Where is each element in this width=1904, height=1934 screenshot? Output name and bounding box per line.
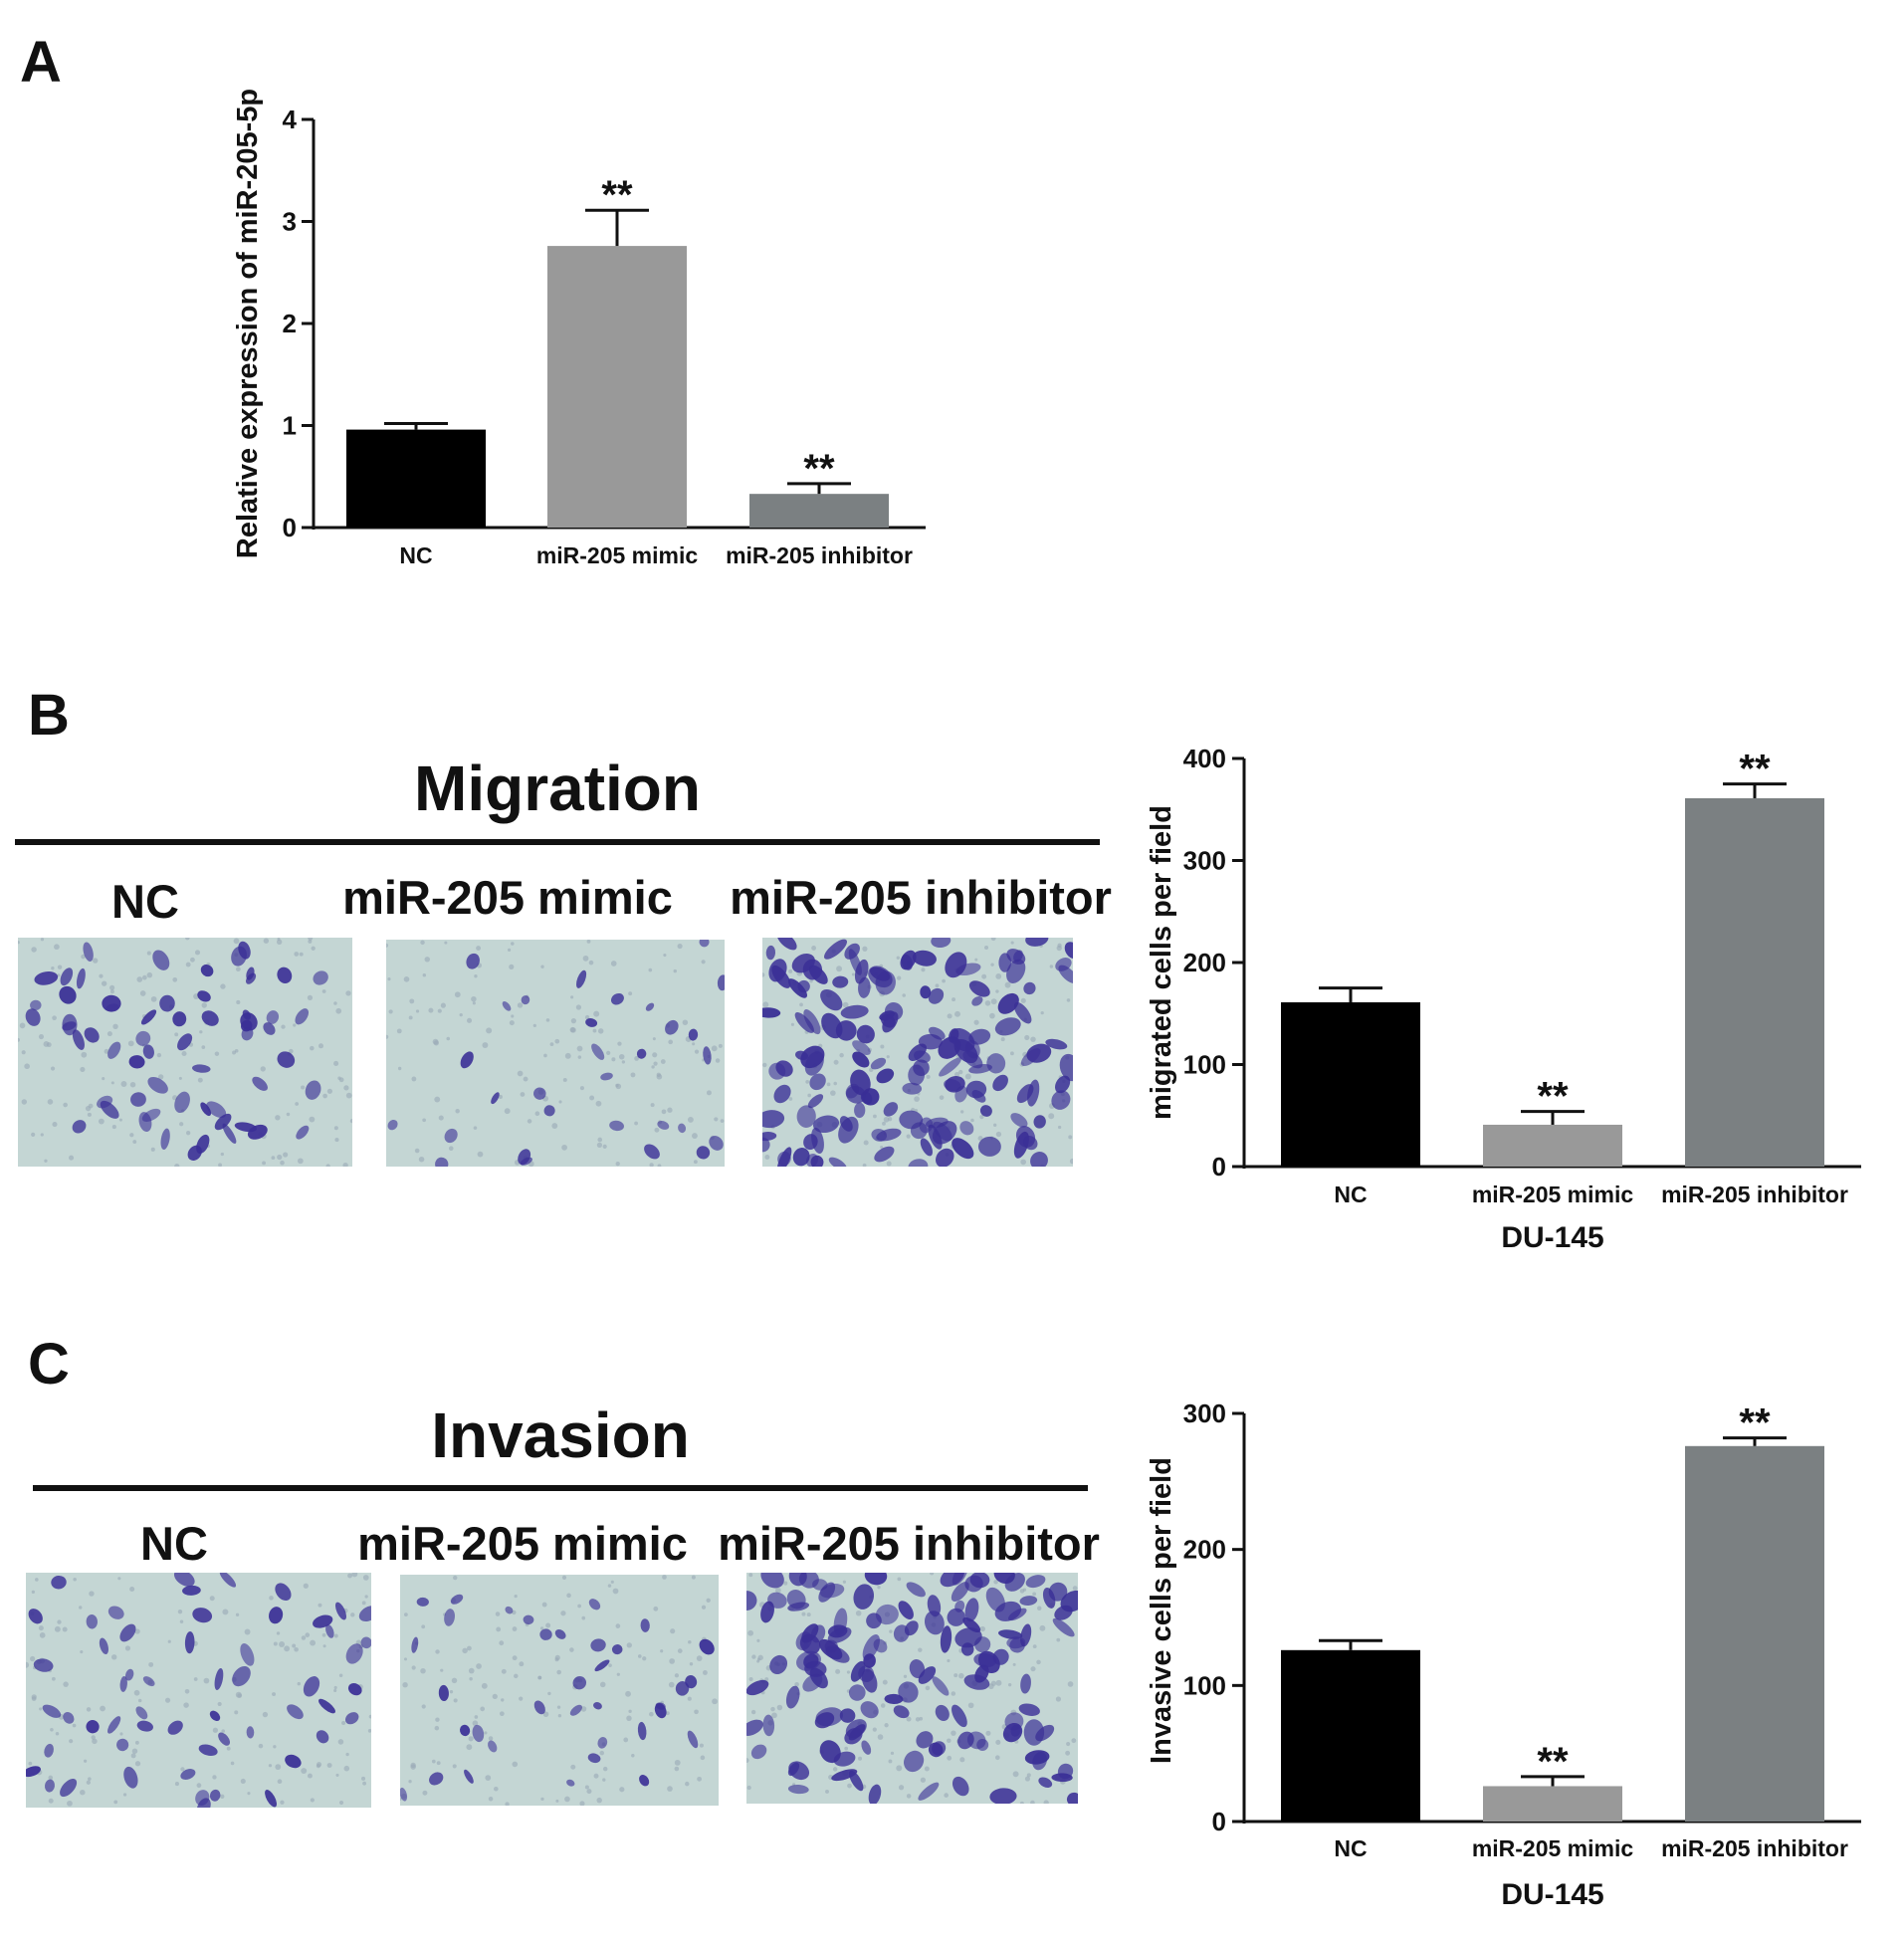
y-tick-label: 400	[1183, 744, 1226, 773]
significance-label: **	[601, 173, 633, 217]
y-tick-label: 3	[283, 207, 297, 237]
significance-label: **	[1537, 1075, 1569, 1119]
y-tick-label: 0	[1212, 1152, 1226, 1182]
y-tick-label: 1	[283, 411, 297, 441]
bar	[346, 429, 486, 528]
y-tick-label: 4	[283, 105, 298, 134]
category-label: miR-205 mimic	[536, 542, 699, 568]
bar	[749, 494, 889, 528]
category-label: miR-205 mimic	[1472, 1182, 1634, 1207]
category-label: miR-205 inhibitor	[1661, 1182, 1848, 1207]
panel-c-letter: C	[28, 1332, 70, 1397]
micrograph-texture	[386, 940, 725, 1167]
bar	[1685, 797, 1824, 1167]
significance-label: **	[803, 447, 835, 491]
y-tick-label: 0	[283, 513, 297, 542]
migration-micrograph-inhibitor	[762, 938, 1073, 1167]
category-label: NC	[1334, 1835, 1367, 1861]
category-label: NC	[399, 542, 432, 568]
category-label: NC	[1334, 1182, 1367, 1207]
category-label: miR-205 mimic	[1472, 1835, 1634, 1861]
panel-a-letter: A	[20, 30, 62, 95]
invasion-label-inhibitor: miR-205 inhibitor	[718, 1517, 1100, 1570]
invasion-micrograph-nc	[26, 1573, 371, 1808]
migration-label-mimic: miR-205 mimic	[342, 871, 673, 924]
invasion-micrograph-mimic	[400, 1575, 719, 1806]
bar	[1483, 1124, 1622, 1167]
micrograph-texture	[26, 1573, 371, 1808]
migration-micrograph-mimic	[386, 940, 725, 1167]
invasion-micrograph-inhibitor	[746, 1573, 1078, 1804]
bar	[1685, 1445, 1824, 1822]
migration-rule	[15, 839, 1100, 845]
micrograph-texture	[18, 938, 352, 1167]
y-tick-label: 100	[1183, 1670, 1226, 1700]
significance-label: **	[1739, 748, 1771, 791]
y-tick-label: 100	[1183, 1050, 1226, 1080]
y-axis-label: migrated cells per field	[1146, 805, 1177, 1120]
panel-b-letter: B	[28, 683, 70, 748]
migration-micrograph-nc	[18, 938, 352, 1167]
bar	[1281, 1001, 1420, 1167]
y-tick-label: 300	[1183, 846, 1226, 876]
invasion-label-nc: NC	[140, 1517, 208, 1570]
micrograph-texture	[400, 1575, 718, 1806]
x-axis-label: DU-145	[1501, 1878, 1603, 1911]
category-label: miR-205 inhibitor	[726, 542, 913, 568]
migration-label-nc: NC	[111, 875, 179, 928]
bar	[1483, 1786, 1622, 1822]
y-tick-label: 300	[1183, 1398, 1226, 1428]
bar	[1281, 1649, 1420, 1822]
chart-b-migrated-cells: 0 100 200 300 400 migrated cells per field NC *…	[1146, 744, 1861, 1254]
invasion-label-mimic: miR-205 mimic	[357, 1517, 688, 1570]
y-tick-label: 0	[1212, 1807, 1226, 1836]
y-axis-label: Invasive cells per field	[1146, 1457, 1177, 1764]
migration-label-inhibitor: miR-205 inhibitor	[730, 871, 1112, 924]
y-tick-label: 2	[283, 309, 297, 338]
migration-title: Migration	[414, 752, 701, 824]
category-label: miR-205 inhibitor	[1661, 1835, 1848, 1861]
bar	[547, 246, 687, 528]
micrograph-texture	[746, 1573, 1078, 1804]
y-tick-label: 200	[1183, 948, 1226, 977]
significance-label: **	[1537, 1740, 1569, 1784]
y-tick-label: 200	[1183, 1535, 1226, 1565]
chart-a-relative-expression: 0 1 2 3 4 Relative expression of miR-205-5p NC…	[232, 89, 926, 568]
significance-label: **	[1739, 1401, 1771, 1445]
micrograph-texture	[762, 938, 1073, 1167]
x-axis-label: DU-145	[1501, 1221, 1603, 1254]
invasion-title: Invasion	[431, 1399, 690, 1471]
invasion-rule	[33, 1485, 1088, 1491]
y-axis-label: Relative expression of miR-205-5p	[232, 89, 264, 558]
